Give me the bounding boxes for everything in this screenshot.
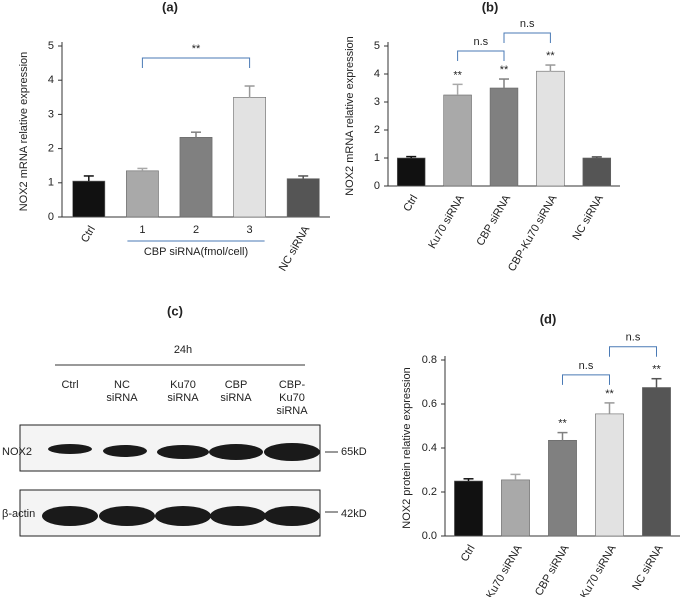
- x-tick-label: 3: [247, 224, 253, 236]
- band-size: 65kD: [341, 446, 367, 458]
- bracket: [609, 346, 657, 357]
- y-tick-label: 2: [374, 124, 380, 136]
- y-axis-label: NOX2 protein relative expression: [401, 367, 413, 528]
- x-tick-label: 1: [139, 224, 145, 236]
- y-tick-label: 5: [374, 40, 380, 52]
- y-tick-label: 0.8: [422, 354, 437, 366]
- x-tick-label: Ctrl: [401, 193, 420, 214]
- bar: [536, 70, 565, 187]
- x-tick-label: Ku70 siRNA: [484, 542, 525, 597]
- significance: **: [500, 64, 509, 76]
- bar: [595, 413, 624, 537]
- y-axis-label: NOX2 mRNA relative expression: [344, 36, 356, 196]
- x-tick-label: Ku70 siRNA: [426, 192, 467, 250]
- y-tick-label: 1: [374, 152, 380, 164]
- bar: [489, 87, 519, 187]
- bar: [179, 137, 213, 218]
- significance: **: [546, 50, 555, 62]
- lane-label: Ku70 siRNA: [167, 379, 199, 404]
- bracket: [503, 32, 551, 44]
- y-tick-label: 0.2: [422, 486, 437, 498]
- x-tick-label: 2: [193, 224, 199, 236]
- bar: [72, 180, 106, 218]
- x-tick-label: CBP-Ku70 siRNA: [506, 192, 560, 273]
- y-tick-label: 0.4: [422, 442, 437, 454]
- lane-label: CBP siRNA: [220, 379, 252, 404]
- x-tick-label: NC siRNA: [570, 192, 606, 242]
- x-tick-label: Ctrl: [79, 224, 98, 245]
- y-tick-label: 3: [374, 96, 380, 108]
- x-tick-label: Ctrl: [459, 543, 478, 564]
- band-size: 42kD: [341, 508, 367, 520]
- bracket: [141, 57, 251, 69]
- band-name: NOX2: [2, 446, 32, 458]
- y-axis-label: NOX2 mRNA relative expression: [18, 52, 30, 212]
- y-tick-label: 3: [48, 108, 54, 120]
- y-tick-label: 0.0: [422, 530, 437, 542]
- bar: [286, 178, 320, 218]
- bracket-label: **: [192, 43, 201, 55]
- y-tick-label: 0.6: [422, 398, 437, 410]
- x-tick-label: NC siRNA: [630, 542, 666, 592]
- chart-title: (a): [162, 0, 178, 14]
- x-tick-label: NC siRNA: [277, 223, 313, 273]
- group-label: CBP siRNA(fmol/cell): [144, 246, 248, 258]
- bracket-label: n.s: [626, 332, 641, 344]
- lane-label: Ctrl: [61, 379, 78, 391]
- x-tick-label: CBP siRNA: [474, 192, 513, 248]
- lane-label: CBP-Ku70 siRNA: [276, 379, 308, 417]
- y-tick-label: 0: [48, 211, 54, 223]
- significance: **: [558, 418, 567, 430]
- y-tick-label: 5: [48, 40, 54, 52]
- bracket-label: n.s: [520, 18, 535, 30]
- y-tick-label: 4: [374, 68, 380, 80]
- y-tick-label: 4: [48, 74, 54, 86]
- bar: [233, 97, 266, 218]
- blot-time: 24h: [174, 344, 192, 356]
- bracket-label: n.s: [579, 360, 594, 372]
- band-name: β-actin: [2, 508, 35, 520]
- bracket: [457, 50, 505, 62]
- bar: [501, 479, 530, 537]
- bar: [582, 157, 612, 187]
- blot-title: (c): [167, 303, 183, 318]
- blot-bands: [42, 443, 320, 526]
- y-tick-label: 1: [48, 177, 54, 189]
- chart-title: (d): [540, 311, 557, 326]
- lane-label: NC siRNA: [106, 379, 138, 404]
- bar: [454, 480, 483, 537]
- y-tick-label: 0: [374, 180, 380, 192]
- chart-title: (b): [482, 0, 499, 14]
- significance: **: [605, 388, 614, 400]
- significance: **: [453, 69, 462, 81]
- bar: [548, 439, 577, 537]
- bar: [396, 157, 426, 187]
- bar: [126, 170, 159, 218]
- bar: [443, 94, 472, 187]
- significance: **: [652, 364, 661, 376]
- x-tick-label: CBP siRNA: [533, 542, 572, 597]
- x-tick-label: CBP-Ku70 siRNA: [565, 542, 619, 597]
- bracket: [562, 374, 610, 385]
- bracket-label: n.s: [473, 36, 488, 48]
- bar: [642, 387, 671, 537]
- y-tick-label: 2: [48, 143, 54, 155]
